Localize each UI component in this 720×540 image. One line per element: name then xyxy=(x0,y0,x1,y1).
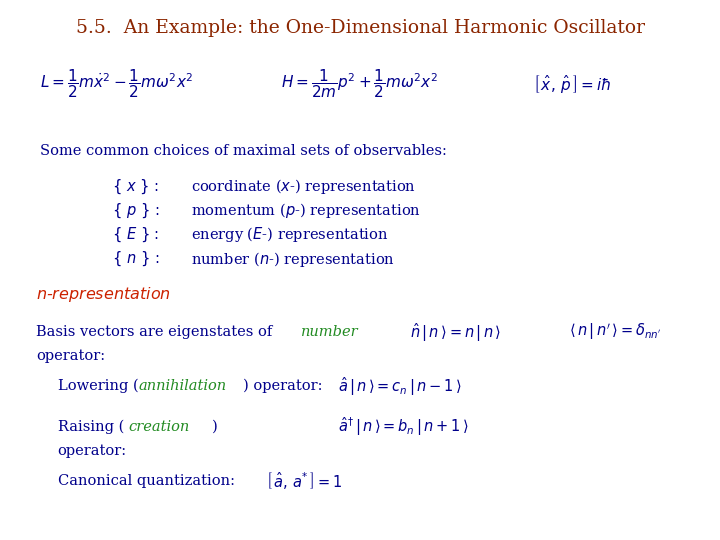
Text: $\langle\,n\,|\,n^{\prime}\,\rangle = \delta_{nn^{\prime}}$: $\langle\,n\,|\,n^{\prime}\,\rangle = \d… xyxy=(569,322,662,342)
Text: Basis vectors are eigenstates of: Basis vectors are eigenstates of xyxy=(36,325,277,339)
Text: operator:: operator: xyxy=(36,349,105,363)
Text: annihilation: annihilation xyxy=(138,379,226,393)
Text: ) operator:: ) operator: xyxy=(243,379,322,393)
Text: Canonical quantization:: Canonical quantization: xyxy=(58,474,235,488)
Text: Lowering (: Lowering ( xyxy=(58,379,138,393)
Text: $\hat{n}\,|\,n\,\rangle = n\,|\,n\,\rangle$: $\hat{n}\,|\,n\,\rangle = n\,|\,n\,\rang… xyxy=(410,321,502,343)
Text: $\left[\,\hat{x},\,\hat{p}\,\right] = i\hbar$: $\left[\,\hat{x},\,\hat{p}\,\right] = i\… xyxy=(533,73,611,94)
Text: $\{\ p\ \}$ :: $\{\ p\ \}$ : xyxy=(112,201,159,220)
Text: number ($n$-) representation: number ($n$-) representation xyxy=(191,249,395,269)
Text: $\hat{a}\,|\,n\,\rangle = c_{n}\,|\,n-1\,\rangle$: $\hat{a}\,|\,n\,\rangle = c_{n}\,|\,n-1\… xyxy=(338,375,462,397)
Text: Raising (: Raising ( xyxy=(58,420,124,434)
Text: momentum ($p$-) representation: momentum ($p$-) representation xyxy=(191,201,420,220)
Text: $\left[\,\hat{a},\,a^{*}\,\right] = 1$: $\left[\,\hat{a},\,a^{*}\,\right] = 1$ xyxy=(266,470,343,491)
Text: coordinate ($x$-) representation: coordinate ($x$-) representation xyxy=(191,177,416,196)
Text: $L = \dfrac{1}{2}m\dot{x}^{2} - \dfrac{1}{2}m\omega^{2}x^{2}$: $L = \dfrac{1}{2}m\dot{x}^{2} - \dfrac{1… xyxy=(40,68,193,100)
Text: operator:: operator: xyxy=(58,444,127,458)
Text: $\{\ n\ \}$ :: $\{\ n\ \}$ : xyxy=(112,250,159,268)
Text: $\hat{a}^{\dagger}\,|\,n\,\rangle = b_{n}\,|\,n+1\,\rangle$: $\hat{a}^{\dagger}\,|\,n\,\rangle = b_{n… xyxy=(338,415,469,438)
Text: number: number xyxy=(301,325,359,339)
Text: $H = \dfrac{1}{2m}p^{2} + \dfrac{1}{2}m\omega^{2}x^{2}$: $H = \dfrac{1}{2m}p^{2} + \dfrac{1}{2}m\… xyxy=(281,68,438,100)
Text: ): ) xyxy=(212,420,218,434)
Text: creation: creation xyxy=(128,420,189,434)
Text: $\{\ x\ \}$ :: $\{\ x\ \}$ : xyxy=(112,177,158,195)
Text: $n$-representation: $n$-representation xyxy=(36,285,171,304)
Text: Some common choices of maximal sets of observables:: Some common choices of maximal sets of o… xyxy=(40,144,446,158)
Text: $\{\ E\ \}$ :: $\{\ E\ \}$ : xyxy=(112,226,159,244)
Text: 5.5.  An Example: the One-Dimensional Harmonic Oscillator: 5.5. An Example: the One-Dimensional Har… xyxy=(76,19,644,37)
Text: energy ($E$-) representation: energy ($E$-) representation xyxy=(191,225,388,245)
